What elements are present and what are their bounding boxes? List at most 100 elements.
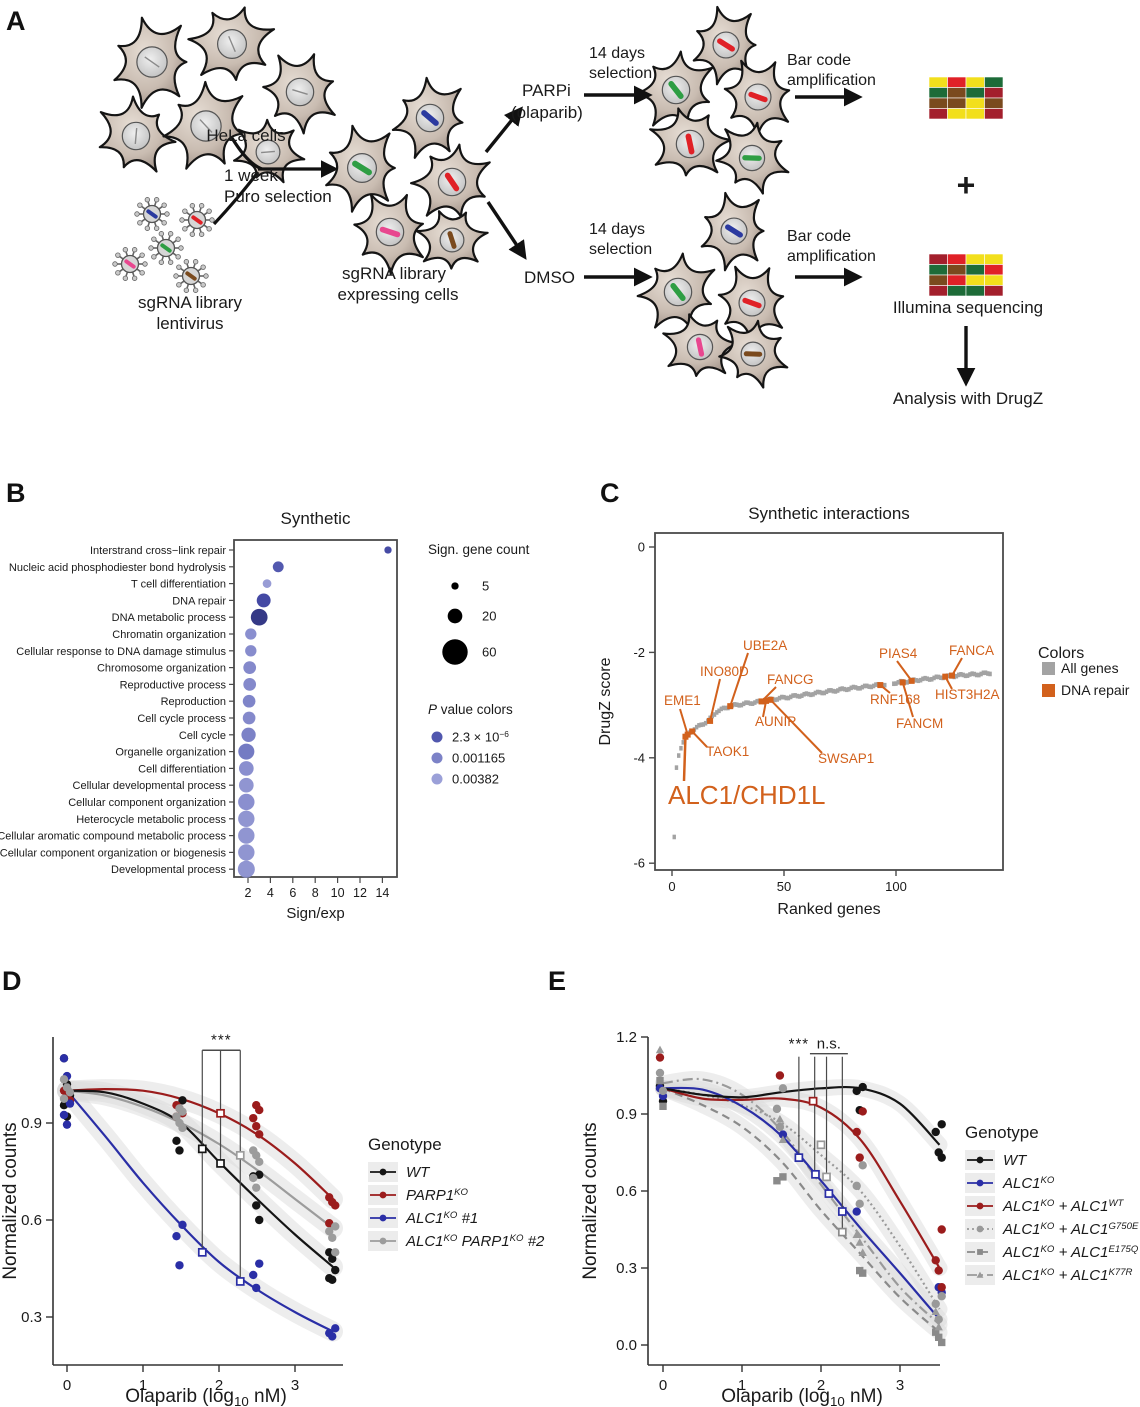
panel-b-legend: Sign. gene count 5 20 60 P value colors 2.3 ×… [428,542,530,787]
dmso-selected-cells-cluster [636,191,789,389]
dna-repair-gene-point [942,673,949,680]
gene-label-hist3h2a: HIST3H2A [935,687,1000,702]
x-tick-label: 6 [289,886,296,900]
gene-label-eme1: EME1 [664,693,701,708]
significance-annotations: *** [197,1031,245,1286]
data-point [255,1157,264,1166]
cell [262,53,336,135]
x-tick-label: 2 [215,1377,223,1394]
curve-alc1ko-alc1e175q [662,1087,941,1334]
scatter-points [59,1054,340,1341]
sgrna-bar-red [444,172,460,192]
go-term-label: Cellular response to DNA damage stimulus [16,646,226,658]
fitted-marker [197,1247,207,1257]
gene-label-pias4: PIAS4 [879,646,918,661]
go-term-label: Heterocycle metabolic process [76,814,226,826]
sgrna-bar-blue [421,110,439,126]
data-point [775,1071,785,1080]
data-point [59,1110,69,1120]
go-term-label: Developmental process [111,864,226,876]
panel-a-workflow-diagram: HeLa cells 1 week Puro selection sgRNA l… [98,5,1043,408]
x-tick-label: 1 [738,1377,746,1394]
panel-label-c: C [600,478,620,508]
cell [162,80,244,170]
sgrna-bar-green [668,81,684,99]
data-point [852,1127,861,1137]
expressing-cells-label-1: sgRNA library [342,264,446,283]
data-point [775,1114,785,1123]
data-point [379,1168,387,1176]
go-term-dot [238,844,255,861]
gene-label-alc1-chd1l: ALC1/CHD1L [668,780,826,810]
go-term-dot [250,608,268,626]
data-point [976,1225,984,1233]
y-tick-label: 0.9 [616,1106,637,1123]
data-point [65,1088,75,1097]
cell [662,313,739,377]
lentivirus-icon [148,231,184,265]
all-genes-points [672,670,992,840]
sgrna-library-label: sgRNA library [138,293,242,312]
panel-c-title: Synthetic interactions [748,504,910,523]
fitted-marker [197,1144,207,1154]
gene-label-rnf168: RNF168 [870,692,920,707]
data-point [331,1248,340,1257]
data-point [379,1237,387,1245]
x-tick-label: 10 [331,886,345,900]
arrow-dmso [486,201,527,260]
sgrna-bar-green [670,283,686,301]
dna-repair-gene-point [899,679,906,686]
panel-label-d: D [2,966,22,996]
genotype-legend: Genotype WT PARP1KO ALC1KO #1 ALC1KO PARP1KO… [368,1135,545,1251]
sgrna-bar-green [352,160,372,176]
data-point [252,1151,261,1160]
data-point [255,1259,264,1268]
go-term-label: T cell differentiation [131,579,226,591]
go-term-label: DNA repair [172,595,226,607]
data-point [328,1254,337,1263]
barcode-amplification-bottom-1: Bar code [787,228,851,245]
go-term-dot [262,579,272,588]
go-term-label: Cell cycle [179,730,226,742]
go-term-dot [256,593,271,608]
y-axis-title: DrugZ score [597,657,614,745]
lentivirus-label: lentivirus [156,314,223,333]
legend-label-alc1ko-parp1ko-2: ALC1KO PARP1KO #2 [405,1233,545,1250]
lentivirus-cluster [112,197,215,293]
data-point [858,1248,867,1256]
color-legend-label: All genes [1061,660,1119,676]
go-term-dot [238,827,255,844]
legend-label-alc1ko-alc1k77r: ALC1KO + ALC1K77R [1002,1267,1133,1284]
expressing-cells-label-2: expressing cells [338,285,459,304]
go-term-dot [242,694,256,708]
go-dotplot: Synthetic Interstrand cross−link repair Nu… [0,509,398,922]
cell [715,121,790,195]
cell [415,210,489,270]
sgrna-bar-green [742,155,762,161]
data-point [976,1202,984,1210]
x-tick-label: 50 [777,879,791,894]
sgrna-bar-pink [695,337,705,357]
go-term-label: Nucleic acid phosphodiester bond hydroly… [9,562,227,574]
pvalue-legend-value: 2.3 × 10−6 [452,729,509,744]
data-point [937,1120,946,1129]
dna-repair-gene-point [767,696,774,703]
significance-stars: *** [211,1031,232,1048]
cell [636,252,716,329]
data-point [852,1181,861,1191]
sgrna-bar-red [748,91,768,103]
legend-label-wt: WT [1003,1152,1028,1169]
fitted-marker [216,1159,225,1168]
fitted-marker [824,1189,834,1198]
x-tick-label: 4 [267,886,274,900]
data-point [658,1086,668,1096]
data-point [937,1292,946,1301]
dna-repair-gene-point [908,677,915,684]
days-selection-bottom-1: 14 days [589,221,645,238]
sgrna-bar-brown [447,231,457,249]
data-point [659,1102,667,1111]
data-point [328,1332,337,1341]
panel-label-b: B [6,478,26,508]
data-point [178,1107,187,1116]
